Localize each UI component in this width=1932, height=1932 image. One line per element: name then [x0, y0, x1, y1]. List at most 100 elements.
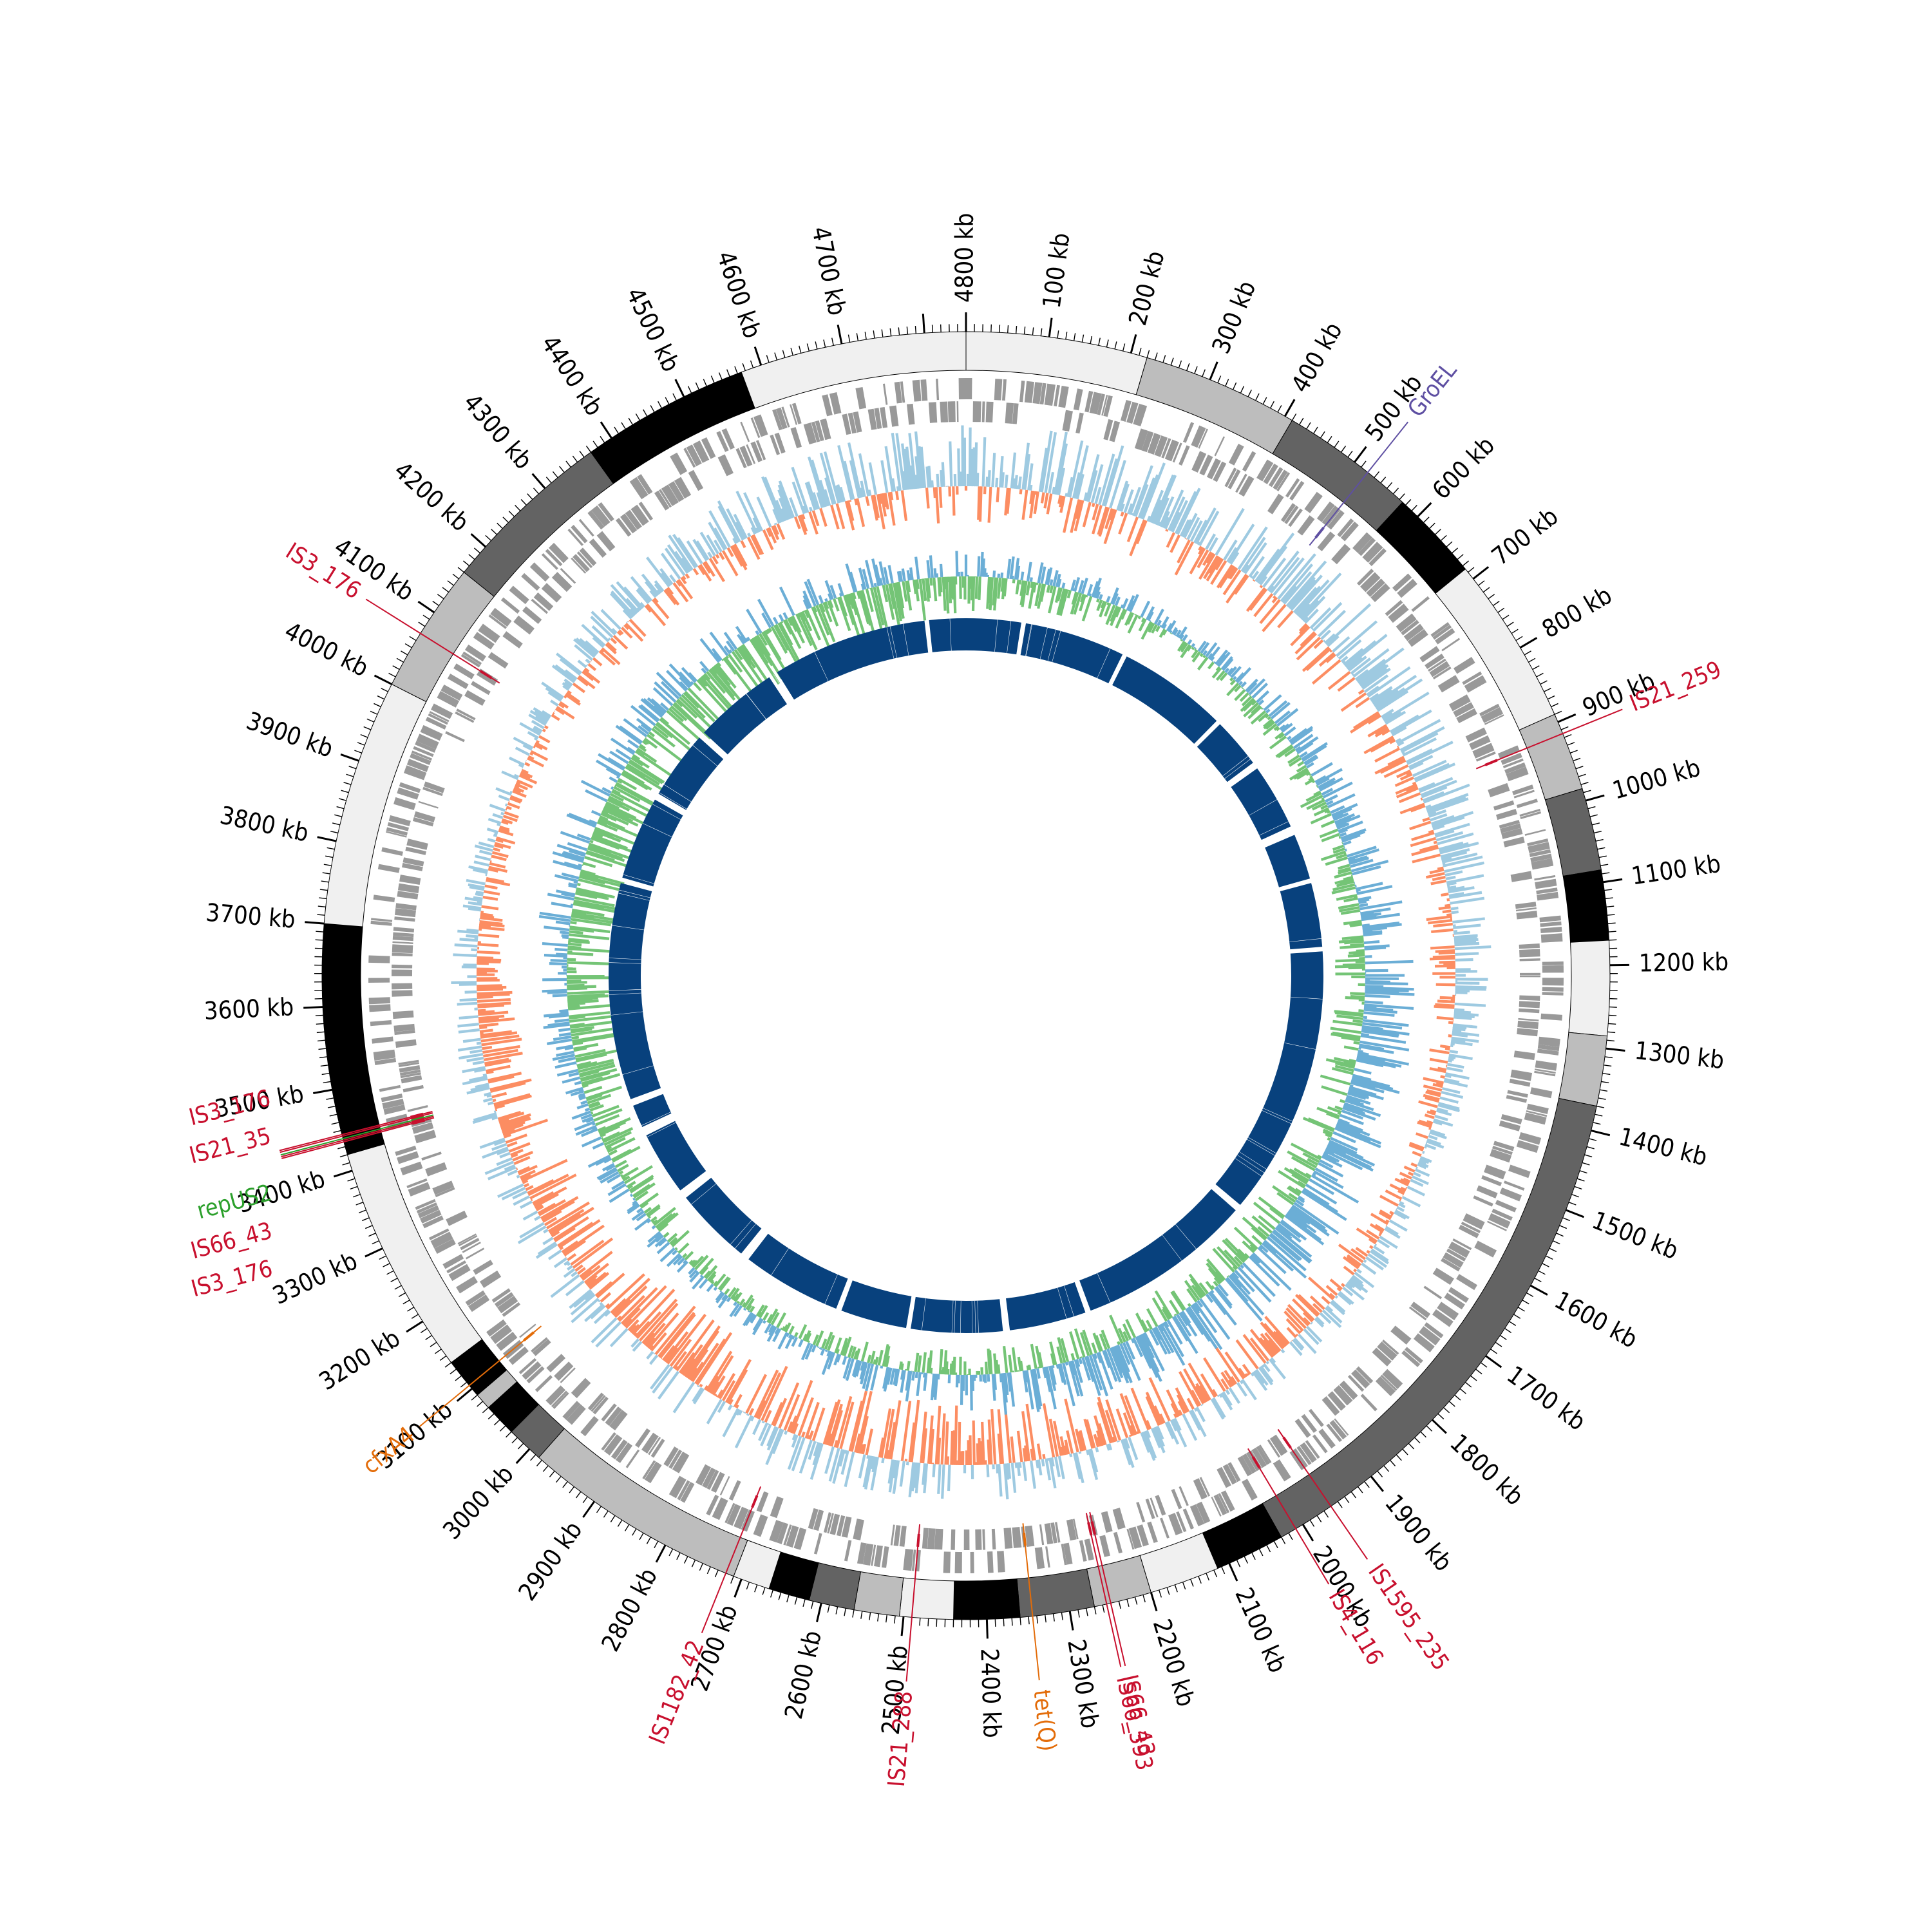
blast-gap-line: [647, 1122, 676, 1137]
minor-tick: [348, 766, 357, 770]
gc-content-bar: [699, 531, 716, 556]
gc-content-bar: [1227, 1379, 1235, 1387]
gc-skew-bar: [758, 1305, 768, 1318]
cds-feature: [936, 379, 940, 401]
gc-skew-bar: [575, 1124, 597, 1136]
gc-skew-bar: [1006, 558, 1012, 579]
gc-skew-bar: [1049, 1341, 1057, 1365]
gc-skew-bar: [1309, 1178, 1335, 1195]
gc-skew-bar: [1342, 1106, 1376, 1121]
gc-skew-bar: [1324, 794, 1338, 803]
gc-skew-bar: [1095, 1334, 1103, 1352]
gc-content-bar: [737, 1410, 743, 1416]
gc-skew-bar: [1177, 640, 1186, 652]
feature-label: IS21_35: [187, 1123, 274, 1170]
gc-skew-bar: [645, 1204, 661, 1217]
gc-content-bar: [462, 904, 482, 910]
gc-skew-bar: [815, 1330, 824, 1347]
cds-feature: [603, 1434, 623, 1455]
gc-skew-bar: [782, 1324, 789, 1332]
gc-skew-bar: [1343, 875, 1354, 881]
gc-skew-bar: [1359, 1043, 1385, 1051]
gc-content-bar: [1183, 1368, 1205, 1405]
cds-feature: [1224, 468, 1237, 488]
gc-content-bar: [1356, 658, 1387, 683]
blast-segment: [841, 1280, 912, 1329]
gc-skew-bar: [1149, 1329, 1160, 1346]
cds-feature: [1540, 1013, 1563, 1021]
gc-skew-bar: [566, 813, 596, 828]
gc-skew-bar: [1001, 1373, 1008, 1415]
gc-content-bar: [1074, 500, 1084, 531]
gc-content-bar: [1406, 741, 1454, 765]
gc-content-bar: [1371, 688, 1393, 705]
gc-content-bar: [1337, 1292, 1352, 1305]
gc-content-bar: [858, 453, 870, 497]
gc-skew-bar: [1295, 1199, 1304, 1207]
cds-feature: [880, 406, 888, 428]
cds-feature: [997, 1551, 1005, 1573]
minor-tick: [898, 327, 900, 336]
gc-skew-bar: [570, 1026, 594, 1032]
gc-skew-bar: [582, 1116, 594, 1123]
gc-skew-bar: [829, 585, 837, 599]
gc-content-bar: [1448, 892, 1464, 898]
gc-content-bar: [535, 1205, 544, 1211]
gc-skew-bar: [681, 667, 697, 683]
gc-content-bar: [488, 1075, 515, 1084]
cds-feature: [1506, 1095, 1528, 1103]
gc-content-bar: [728, 1398, 734, 1405]
gc-content-bar: [570, 1239, 605, 1266]
gc-skew-bar: [1323, 1151, 1329, 1156]
gc-skew-bar: [645, 736, 647, 739]
gc-content-bar: [1094, 486, 1102, 504]
cds-feature: [1263, 463, 1278, 484]
cds-feature: [1537, 1044, 1560, 1052]
minor-tick: [346, 773, 354, 777]
gc-skew-bar: [1333, 1057, 1356, 1065]
gc-content-bar: [791, 466, 810, 513]
gc-content-bar: [1452, 1025, 1467, 1030]
gc-content-bar: [1029, 484, 1033, 491]
gc-skew-bar: [570, 921, 577, 925]
gc-skew-bar: [1173, 1315, 1198, 1354]
gc-skew-bar: [1074, 1328, 1086, 1358]
gc-skew-bar: [914, 1372, 918, 1379]
gc-skew-bar: [1327, 1137, 1331, 1141]
gc-skew-bar: [1361, 1029, 1399, 1038]
gc-skew-bar: [573, 899, 618, 911]
gc-content-bar: [931, 480, 934, 488]
cds-feature: [1516, 911, 1538, 920]
gc-content-bar: [513, 1195, 530, 1206]
gc-content-bar: [606, 641, 617, 652]
major-tick: [1302, 1524, 1314, 1542]
gc-content-bar: [859, 1444, 865, 1454]
cds-feature: [956, 401, 959, 422]
gc-skew-bar: [1347, 1090, 1370, 1099]
cds-feature: [1531, 858, 1554, 870]
minor-tick: [569, 1486, 575, 1493]
cds-feature: [407, 1105, 428, 1112]
minor-tick: [852, 1609, 855, 1618]
gc-skew-bar: [549, 962, 567, 966]
cds-feature: [414, 1130, 437, 1144]
gc-content-bar: [1346, 1254, 1362, 1267]
minor-tick: [319, 1056, 328, 1059]
gc-content-bar: [1105, 1399, 1122, 1441]
tick-label: 3900 kb: [243, 706, 337, 763]
gc-content-bar: [835, 485, 842, 503]
gc-content-bar: [561, 1240, 579, 1254]
gc-skew-bar: [612, 1146, 641, 1163]
cds-feature: [1238, 475, 1255, 497]
cds-feature: [811, 421, 820, 442]
gc-content-bar: [717, 1389, 724, 1399]
gc-content-bar: [1395, 783, 1417, 795]
gc-content-bar: [1426, 915, 1452, 922]
gc-skew-bar: [1166, 1319, 1183, 1345]
minor-tick: [326, 1097, 334, 1100]
blast-gap-line: [652, 804, 681, 820]
cds-feature: [1513, 790, 1535, 799]
minor-tick: [1554, 710, 1562, 715]
gc-content-bar: [1143, 1430, 1157, 1459]
gc-content-bar: [594, 1281, 613, 1297]
